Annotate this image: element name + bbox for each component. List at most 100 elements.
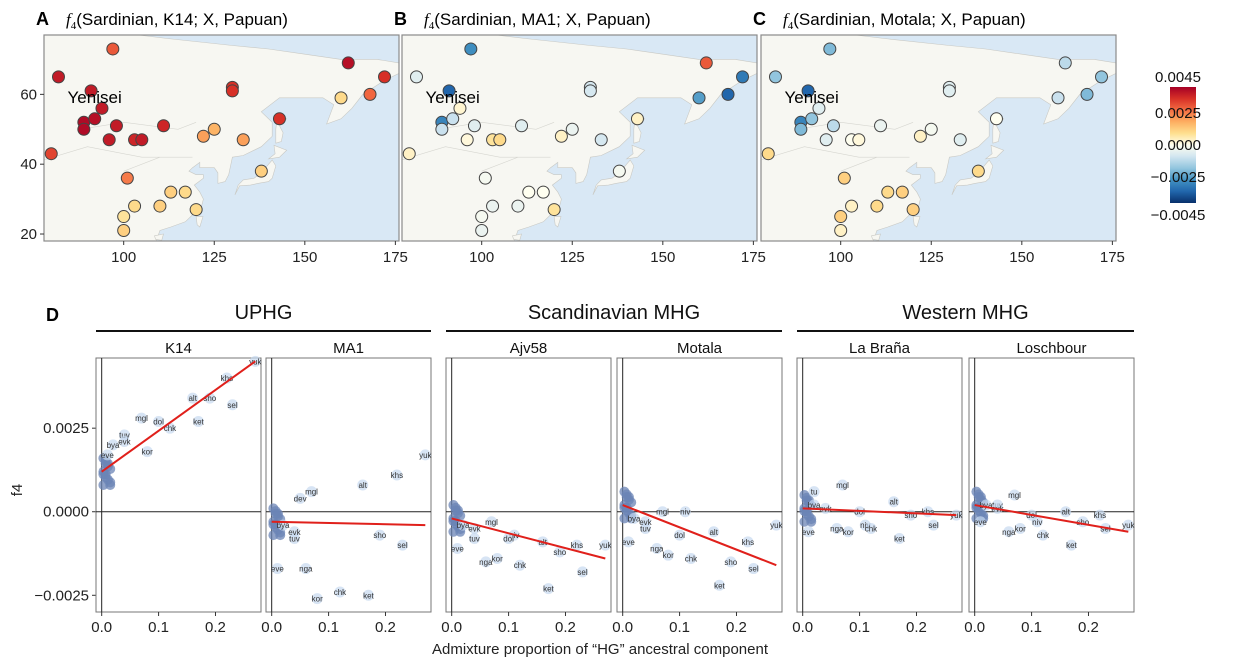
point-label: sel (577, 568, 587, 577)
land-shape (912, 216, 921, 228)
x-tick-label: 150 (650, 249, 675, 266)
site-marker (761, 147, 775, 161)
map-panel-a: Yenisei A f4(Sardinian, K14; X, Papuan) 100… (20, 9, 408, 266)
data-point (842, 526, 854, 538)
site-marker (478, 171, 492, 185)
strip-label: MA1 (333, 340, 364, 357)
point-label: mgl (1008, 491, 1021, 500)
fit-line (622, 504, 777, 567)
site-marker (895, 185, 909, 199)
site-marker (630, 112, 644, 126)
point-label: sho (724, 558, 737, 567)
site-marker (1051, 91, 1065, 105)
data-point (865, 522, 877, 534)
land-shape (553, 216, 562, 228)
site-marker (442, 84, 456, 98)
map-land (402, 35, 757, 241)
site-marker (768, 70, 782, 84)
data-point (491, 553, 503, 565)
x-tick-label: 175 (741, 249, 766, 266)
data-point (577, 566, 589, 578)
data-point (674, 529, 686, 541)
site-marker (971, 164, 985, 178)
site-marker (225, 84, 239, 98)
point-label: mgl (135, 414, 148, 423)
group-header: UPHG (235, 302, 293, 324)
panel-frame (95, 357, 262, 613)
data-point (192, 416, 204, 427)
site-marker (207, 122, 221, 136)
title-sub: 4 (71, 20, 77, 32)
site-marker (164, 185, 178, 199)
x-tick-label: 150 (1009, 249, 1034, 266)
site-marker (913, 129, 927, 143)
panel-letter: C (753, 9, 766, 29)
data-point (599, 539, 611, 551)
border-line (761, 146, 910, 161)
border-line (80, 121, 197, 130)
point-label: tuv (469, 534, 480, 543)
data-point (311, 593, 323, 605)
point-label: evk (288, 528, 301, 537)
point-label: kor (312, 595, 323, 604)
site-marker (536, 185, 550, 199)
colorbar-tick-label: 0.0000 (1155, 137, 1201, 154)
data-point (837, 479, 849, 491)
site-marker (157, 119, 171, 133)
point-label: eve (802, 528, 815, 537)
land-shape (871, 233, 881, 241)
x-tick-label: 175 (383, 249, 408, 266)
point-label: bya (980, 501, 993, 510)
site-marker (583, 84, 597, 98)
point-label: sho (373, 531, 386, 540)
strip-label: Loschbour (1016, 340, 1086, 357)
map-title: f4(Sardinian, MA1; X, Papuan) (424, 10, 651, 32)
site-marker (874, 119, 888, 133)
x-tick-label: 150 (292, 249, 317, 266)
colorbar: 0.0045 0.0025 0.0000 −0.0025 −0.0045 (1151, 69, 1206, 224)
point-label: eve (451, 545, 464, 554)
site-marker (460, 133, 474, 147)
point-label: mgl (836, 481, 849, 490)
site-marker (953, 133, 967, 147)
data-point (748, 563, 760, 575)
y-tick-label: −0.0025 (34, 587, 89, 604)
data-point (105, 480, 116, 490)
data-point (708, 526, 720, 538)
x-tick-label: 0.1 (318, 619, 339, 636)
data-point (187, 392, 199, 404)
point-label: evk (118, 438, 131, 447)
fit-line (101, 360, 256, 473)
land-shape (154, 233, 164, 241)
point-label: ket (363, 591, 374, 600)
site-marker (547, 203, 561, 217)
border-line (123, 156, 161, 172)
title-f: f (783, 10, 790, 29)
border-line (44, 146, 193, 161)
point-label: alt (188, 394, 197, 403)
yenisei-label: Yenisei (68, 88, 122, 107)
panel-letter-d: D (46, 305, 59, 325)
scatter-panel: Ajv58mglyukkhsshoaltselnivdolkorngachkke… (441, 340, 612, 636)
site-marker (805, 112, 819, 126)
scatter-panel: Loschbourmgltuvaltdolkhsshoyuknivngakorc… (964, 340, 1135, 636)
point-label: khs (221, 374, 233, 383)
point-label: ket (714, 581, 725, 590)
data-point (397, 539, 409, 551)
data-point (288, 526, 300, 538)
site-marker (522, 185, 536, 199)
site-marker (363, 87, 377, 101)
site-marker (942, 84, 956, 98)
strip-label: Motala (677, 340, 723, 357)
point-label: khs (1094, 511, 1106, 520)
data-point (974, 516, 986, 528)
land-shape (44, 35, 399, 241)
x-axis-title: Admixture proportion of “HG” ancestral c… (432, 641, 769, 658)
data-point (831, 522, 843, 534)
data-point (657, 506, 669, 518)
data-point (679, 506, 691, 518)
x-tick-label: 0.1 (148, 619, 169, 636)
